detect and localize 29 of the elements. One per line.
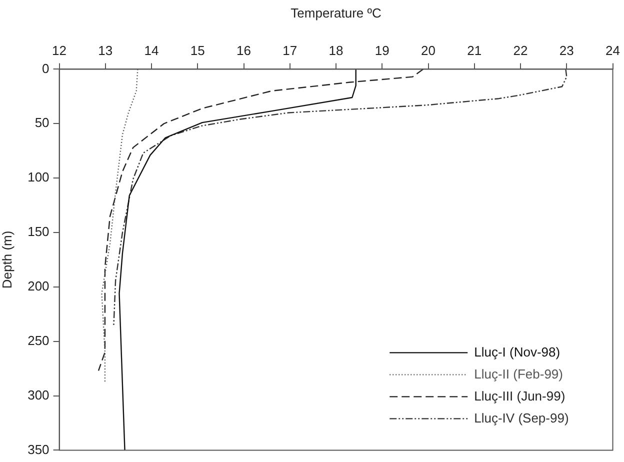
x-tick-label: 15 bbox=[190, 42, 205, 58]
x-tick-label: 23 bbox=[559, 42, 574, 58]
y-tick-label: 250 bbox=[28, 332, 50, 348]
text: Lluç-IV (Sep-99) bbox=[474, 410, 569, 426]
line-series bbox=[113, 69, 568, 326]
y-tick-label: 0 bbox=[42, 60, 50, 76]
y-tick-label: 100 bbox=[28, 170, 50, 185]
y-tick-label: 150 bbox=[28, 224, 50, 240]
x-tick-label: 16 bbox=[236, 42, 252, 58]
line-series bbox=[98, 69, 424, 372]
text: Lluç-I (Nov-98) bbox=[474, 344, 560, 360]
x-tick-label: 19 bbox=[374, 42, 390, 58]
x-tick-label: 14 bbox=[144, 42, 159, 58]
x-axis-title: Temperature ºC bbox=[290, 5, 382, 20]
x-tick-label: 22 bbox=[513, 42, 528, 58]
x-tick-label: 24 bbox=[606, 42, 620, 58]
y-axis-title: Depth (m) bbox=[0, 230, 14, 289]
y-tick-label: 200 bbox=[28, 278, 50, 294]
x-tick-label: 12 bbox=[52, 42, 67, 58]
y-tick-label: 300 bbox=[28, 387, 50, 402]
x-tick-label: 18 bbox=[328, 42, 344, 58]
text: Lluç-II (Feb-99) bbox=[474, 366, 563, 382]
y-tick-label: 50 bbox=[34, 115, 50, 130]
x-tick-label: 21 bbox=[467, 42, 482, 58]
y-tick-label: 350 bbox=[28, 442, 50, 457]
x-tick-label: 17 bbox=[282, 42, 298, 58]
x-tick-label: 20 bbox=[421, 42, 436, 58]
x-tick-label: 13 bbox=[98, 42, 113, 58]
text: Lluç-III (Jun-99) bbox=[474, 388, 566, 404]
